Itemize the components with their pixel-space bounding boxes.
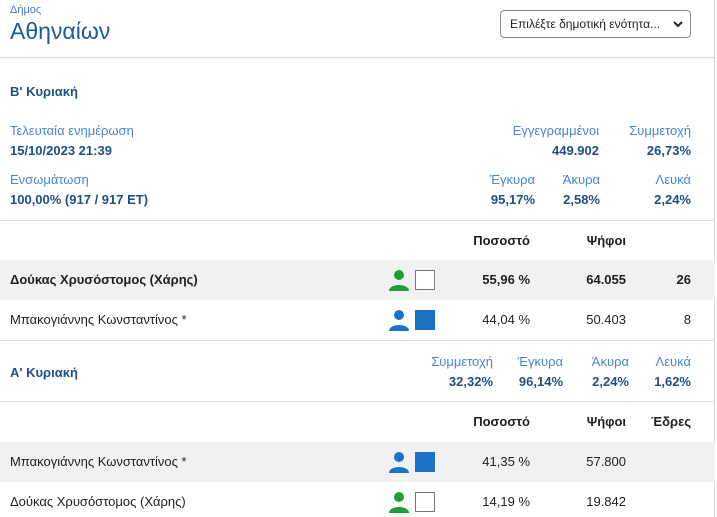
candidate-color-swatch — [415, 270, 435, 290]
candidate-color-swatch — [415, 492, 435, 512]
registered-label: Εγγεγραμμένοι — [512, 123, 599, 138]
candidate-votes: 50.403 — [586, 312, 626, 327]
person-icon — [389, 270, 409, 291]
divider — [0, 220, 715, 221]
round-a-valid-label: Έγκυρα — [517, 354, 563, 369]
candidate-name: Δούκας Χρυσόστομος (Χάρης) — [10, 494, 186, 509]
invalid-value: 2,58% — [563, 192, 600, 207]
candidate-percent: 44,04 % — [482, 312, 530, 327]
col-header-percent: Ποσοστό — [473, 414, 530, 429]
blank-label: Λευκά — [655, 172, 691, 187]
round-a-valid-value: 96,14% — [518, 374, 563, 389]
divider — [0, 340, 715, 341]
divider — [0, 401, 715, 402]
round-a-blank-value: 1,62% — [654, 374, 691, 389]
turnout-value: 26,73% — [646, 143, 691, 158]
round-a-turnout-value: 32,32% — [448, 374, 493, 389]
invalid-label: Άκυρα — [562, 172, 600, 187]
round-a-blank-label: Λευκά — [655, 354, 691, 369]
candidate-percent: 55,96 % — [482, 272, 530, 287]
candidate-row[interactable]: Δούκας Χρυσόστομος (Χάρης) 14,19 % 19.84… — [0, 482, 715, 517]
candidate-name: Μπακογιάννης Κωνσταντίνος * — [10, 454, 187, 469]
municipal-unit-select-value: Επιλέξτε δημοτική ενότητα... — [510, 17, 661, 31]
person-icon — [389, 310, 409, 331]
candidate-percent: 41,35 % — [482, 454, 530, 469]
col-header-seats: Έδρες — [651, 414, 691, 429]
municipal-unit-select[interactable]: Επιλέξτε δημοτική ενότητα... — [500, 10, 691, 38]
round-a-invalid-label: Άκυρα — [591, 354, 629, 369]
valid-value: 95,17% — [490, 192, 535, 207]
candidate-color-swatch — [415, 310, 435, 330]
candidate-row[interactable]: Δούκας Χρυσόστομος (Χάρης) 55,96 % 64.05… — [0, 260, 715, 300]
candidate-name: Δούκας Χρυσόστομος (Χάρης) — [10, 272, 198, 287]
candidate-votes: 64.055 — [586, 272, 626, 287]
candidate-seats: 26 — [676, 272, 691, 287]
chevron-down-icon — [673, 21, 683, 28]
candidate-seats: 8 — [683, 312, 691, 327]
turnout-label: Συμμετοχή — [629, 123, 691, 138]
candidate-percent: 14,19 % — [482, 494, 530, 509]
person-icon — [389, 492, 409, 513]
col-header-percent: Ποσοστό — [473, 233, 530, 248]
candidate-name: Μπακογιάννης Κωνσταντίνος * — [10, 312, 187, 327]
blank-value: 2,24% — [654, 192, 691, 207]
integration-label: Ενσωμάτωση — [10, 172, 89, 187]
candidate-votes: 19.842 — [586, 494, 626, 509]
candidate-color-swatch — [415, 452, 435, 472]
person-icon — [389, 452, 409, 473]
round-a-title: Α' Κυριακή — [10, 365, 78, 380]
last-update-value: 15/10/2023 21:39 — [10, 143, 112, 158]
candidate-row[interactable]: Μπακογιάννης Κωνσταντίνος * 44,04 % 50.4… — [0, 300, 715, 340]
col-header-votes: Ψήφοι — [586, 233, 626, 248]
round-b-title: Β' Κυριακή — [10, 84, 78, 99]
last-update-label: Τελευταία ενημέρωση — [10, 123, 134, 138]
valid-label: Έγκυρα — [489, 172, 535, 187]
candidate-row[interactable]: Μπακογιάννης Κωνσταντίνος * 41,35 % 57.8… — [0, 442, 715, 482]
round-a-invalid-value: 2,24% — [592, 374, 629, 389]
municipality-name: Αθηναίων — [10, 18, 111, 44]
registered-value: 449.902 — [552, 143, 599, 158]
col-header-votes: Ψήφοι — [586, 414, 626, 429]
municipality-header: Δήμος Αθηναίων Επιλέξτε δημοτική ενότητα… — [0, 0, 715, 58]
municipality-label: Δήμος — [10, 4, 42, 16]
integration-value: 100,00% (917 / 917 ΕΤ) — [10, 192, 149, 207]
round-a-turnout-label: Συμμετοχή — [431, 354, 493, 369]
candidate-votes: 57.800 — [586, 454, 626, 469]
